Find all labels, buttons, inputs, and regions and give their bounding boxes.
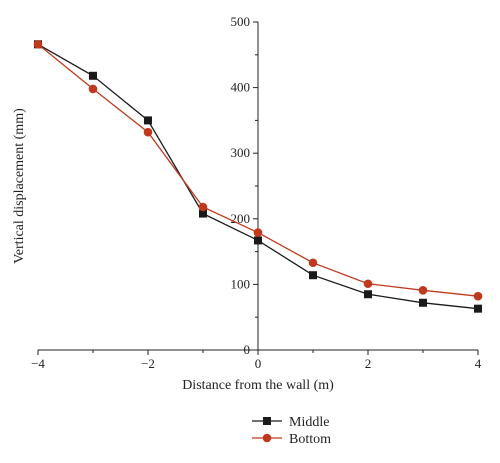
y-tick-label: 0	[244, 342, 251, 357]
series-bottom	[33, 40, 483, 301]
x-axis-label: Distance from the wall (m)	[182, 378, 334, 393]
legend-item-bottom: Bottom	[252, 432, 331, 447]
y-tick-label: 300	[231, 145, 251, 160]
data-point-bottom	[143, 127, 153, 137]
data-point-bottom	[88, 84, 98, 94]
series-middle	[34, 40, 482, 313]
y-tick-label: 500	[231, 14, 251, 29]
x-tick-label: 2	[365, 356, 372, 371]
legend: Middle Bottom	[252, 415, 331, 447]
x-tick-label: −2	[141, 356, 155, 371]
x-tick-label: 4	[475, 356, 482, 371]
legend-marker	[262, 433, 272, 443]
y-tick-label: 400	[231, 80, 251, 95]
data-point-bottom	[253, 228, 263, 237]
data-point-middle	[199, 209, 207, 218]
data-point-middle	[419, 298, 427, 307]
legend-marker	[263, 417, 271, 425]
x-tick-label: −4	[31, 356, 45, 371]
data-point-bottom	[418, 286, 428, 295]
data-point-bottom	[33, 40, 43, 49]
tick-marks	[37, 21, 479, 355]
x-tick-label: 0	[255, 356, 262, 371]
y-axis-label: Vertical displacement (mm)	[12, 108, 27, 264]
y-tick-label: 200	[231, 211, 251, 226]
data-point-bottom	[363, 279, 373, 289]
data-point-middle	[254, 236, 262, 245]
y-tick-label: 100	[231, 276, 251, 291]
data-point-middle	[364, 290, 372, 299]
data-point-bottom	[473, 291, 483, 301]
data-point-middle	[89, 71, 97, 80]
legend-label: Bottom	[289, 432, 331, 447]
data-point-middle	[144, 116, 152, 125]
data-point-bottom	[308, 258, 318, 268]
data-point-bottom	[198, 202, 208, 212]
legend-label: Middle	[289, 415, 329, 430]
data-point-middle	[474, 304, 482, 313]
legend-item-middle: Middle	[252, 415, 329, 430]
data-point-middle	[309, 271, 317, 280]
series-layer	[33, 40, 483, 313]
